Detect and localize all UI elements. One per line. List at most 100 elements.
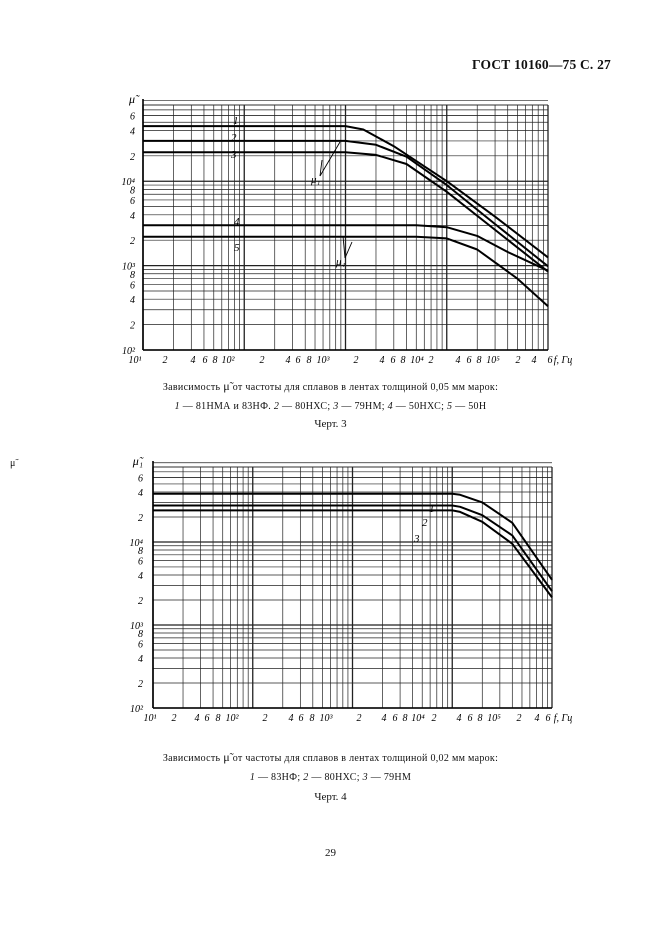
y-tick-label: 4 xyxy=(130,211,135,222)
x-tick-label: 10⁵ xyxy=(487,713,501,724)
chart-3-caption-line1: Зависимость μ̃ от частоты для сплавов в … xyxy=(162,379,499,393)
x-tick-label: 2 xyxy=(432,713,437,724)
curve-label: 2 xyxy=(231,132,237,144)
x-tick-label: 10³ xyxy=(320,713,334,724)
x-tick-label: 2 xyxy=(163,355,168,366)
x-tick-label: 4 xyxy=(286,355,291,366)
series-line-5 xyxy=(143,235,549,307)
series-line-2 xyxy=(143,139,549,268)
x-tick-label: 10⁴ xyxy=(411,713,425,724)
y-tick-label: 2 xyxy=(130,321,135,332)
x-tick-label: 4 xyxy=(535,713,540,724)
x-tick-label: 8 xyxy=(216,713,221,724)
x-tick-label: 6 xyxy=(467,355,472,366)
x-tick-label: 4 xyxy=(195,713,200,724)
x-tick-label: 8 xyxy=(307,355,312,366)
series-line-1 xyxy=(143,125,549,259)
chart-3-caption-line2: 1 — 81НМА и 83НФ. 2 — 80НХС; 3 — 79НМ; 4… xyxy=(174,401,487,412)
series-line-4 xyxy=(143,224,549,272)
y-tick-label: 2 xyxy=(130,236,135,247)
chart-3-label: Черт. 3 xyxy=(314,418,347,430)
x-tick-label: 10³ xyxy=(317,355,331,366)
x-tick-label: 10⁵ xyxy=(486,355,500,366)
y-tick-label: 10³ xyxy=(130,621,144,632)
stray-mark: μ̃ xyxy=(10,458,16,469)
page-number: 29 xyxy=(325,847,336,859)
y-tick-label: 8 xyxy=(130,270,135,281)
y-tick-label: 6 xyxy=(138,473,143,484)
y-tick-label: 2 xyxy=(130,152,135,163)
y-tick-label: 10² xyxy=(122,346,136,357)
x-tick-label: 8 xyxy=(477,355,482,366)
y-tick-label: 6 xyxy=(138,556,143,567)
curve-label: 1 xyxy=(233,115,239,127)
curve-label: 2 xyxy=(422,517,428,529)
curve-label: 5 xyxy=(234,242,240,254)
annotation-label: μ₄ xyxy=(335,256,346,268)
y-tick-label: 4 xyxy=(138,571,143,582)
x-tick-label: 6 xyxy=(393,713,398,724)
x-tick-label: 4 xyxy=(382,713,387,724)
y-tick-label: 6 xyxy=(130,280,135,291)
series-line-3 xyxy=(153,509,553,598)
y-tick-label: μ̃₁ xyxy=(132,454,144,468)
y-tick-label: 10³ xyxy=(122,262,136,273)
x-tick-label: 10² xyxy=(222,355,236,366)
x-tick-label: 4 xyxy=(532,355,537,366)
x-tick-label: 8 xyxy=(310,713,315,724)
x-tick-label: 6 xyxy=(203,355,208,366)
curve-label: 1 xyxy=(429,503,435,515)
y-tick-label: 10⁴ xyxy=(122,177,136,188)
y-tick-label: 8 xyxy=(138,629,143,640)
page-header: ГОСТ 10160—75 С. 27 xyxy=(472,57,611,72)
x-tick-label: 2 xyxy=(172,713,177,724)
curve-label: 3 xyxy=(413,533,420,545)
x-tick-label: 6 xyxy=(468,713,473,724)
chart-4-caption-line2: 1 — 83НФ; 2 — 80НХС; 3 — 79НМ xyxy=(249,772,412,783)
x-tick-label: f, Гц xyxy=(554,355,572,366)
x-tick-label: 6 xyxy=(205,713,210,724)
y-tick-label: 2 xyxy=(138,513,143,524)
x-tick-label: 4 xyxy=(289,713,294,724)
x-tick-label: 8 xyxy=(403,713,408,724)
x-tick-label: 6 xyxy=(299,713,304,724)
series-line-3 xyxy=(143,151,549,273)
chart-4-label: Черт. 4 xyxy=(314,791,347,803)
chart-4-caption: Зависимость μ̃ от частоты для сплавов в … xyxy=(0,748,661,787)
y-tick-label: 4 xyxy=(130,126,135,137)
x-tick-label: 6 xyxy=(296,355,301,366)
annotation-leader xyxy=(342,235,346,259)
x-tick-label: 6 xyxy=(548,355,553,366)
x-tick-label: 4 xyxy=(380,355,385,366)
series-line-1 xyxy=(153,492,553,581)
y-tick-label: 4 xyxy=(138,488,143,499)
y-tick-label: 8 xyxy=(130,185,135,196)
x-tick-label: 2 xyxy=(517,713,522,724)
y-tick-label: 10⁴ xyxy=(130,538,144,549)
x-tick-label: 2 xyxy=(260,355,265,366)
y-tick-label: μ̃ xyxy=(128,92,140,106)
y-tick-label: 2 xyxy=(138,679,143,690)
x-tick-label: 4 xyxy=(457,713,462,724)
x-tick-label: 2 xyxy=(357,713,362,724)
x-tick-label: 10¹ xyxy=(129,355,142,366)
x-tick-label: 2 xyxy=(429,355,434,366)
annotation-label: μ₁ xyxy=(310,174,321,186)
y-tick-label: 4 xyxy=(138,654,143,665)
x-tick-label: f, Гц xyxy=(554,713,572,724)
y-tick-label: 8 xyxy=(138,546,143,557)
x-tick-label: 8 xyxy=(478,713,483,724)
chart-3-caption: Зависимость μ̃ от частоты для сплавов в … xyxy=(0,377,661,416)
annotation-leader xyxy=(344,241,353,259)
y-tick-label: 4 xyxy=(130,295,135,306)
x-tick-label: 2 xyxy=(354,355,359,366)
annotation-leader xyxy=(319,159,323,177)
y-tick-label: 10² xyxy=(130,704,144,715)
y-tick-label: 2 xyxy=(138,596,143,607)
chart-4-caption-line1: Зависимость μ̃ от частоты для сплавов в … xyxy=(162,750,499,764)
x-tick-label: 8 xyxy=(213,355,218,366)
curve-label: 4 xyxy=(234,216,240,228)
curve-label: 3 xyxy=(230,149,237,161)
